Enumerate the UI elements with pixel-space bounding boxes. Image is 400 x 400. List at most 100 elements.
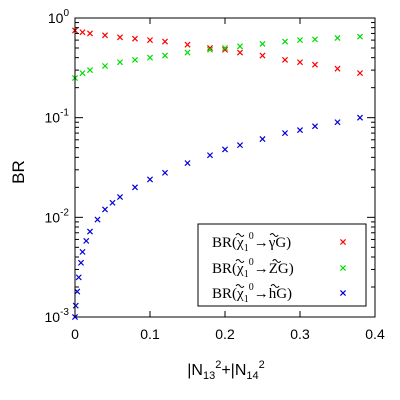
legend-label-part: G — [275, 235, 286, 251]
data-point — [131, 35, 139, 42]
data-point — [161, 38, 169, 45]
data-point — [79, 29, 86, 36]
legend-label-part: 1 — [244, 243, 249, 254]
y-axis-label: BR — [9, 160, 28, 184]
series-0 — [71, 27, 364, 77]
data-point — [221, 46, 229, 53]
legend: BR(χ10→γG)BR(χ10→ZG)BR(χ10→hG) — [197, 223, 367, 307]
x-tick-label: 0.2 — [215, 326, 235, 342]
y-tick-exp: -2 — [60, 207, 69, 218]
series-1 — [71, 33, 364, 82]
data-point — [109, 199, 116, 206]
legend-label: BR(χ10→hG) — [212, 282, 292, 305]
x-axis-label-sub: 13 — [203, 370, 215, 382]
legend-label-part: χ — [236, 235, 244, 251]
x-axis-label-part: +|N — [221, 362, 246, 379]
data-point — [259, 136, 266, 143]
legend-label-part: G — [276, 286, 287, 302]
legend-label-part: BR( — [212, 261, 237, 277]
data-point — [79, 70, 86, 77]
data-point — [116, 193, 124, 201]
data-point — [356, 33, 364, 40]
data-point — [75, 274, 82, 281]
data-point — [146, 37, 154, 44]
data-point — [334, 65, 341, 72]
data-point — [101, 206, 109, 213]
legend-label-part: Z — [269, 261, 278, 277]
data-point — [311, 123, 319, 130]
data-point — [74, 288, 81, 295]
data-point — [86, 30, 94, 37]
data-point — [281, 130, 289, 137]
series-2 — [71, 114, 364, 321]
y-tick-base: 10 — [45, 209, 61, 225]
legend-label-part: 1 — [244, 269, 249, 280]
data-point — [221, 44, 229, 52]
y-tick-label: 100 — [48, 8, 70, 26]
data-point — [146, 176, 154, 183]
data-point — [184, 41, 191, 48]
x-axis-label: |N132+|N142 — [187, 359, 265, 382]
data-point — [161, 169, 169, 176]
legend-label-part: 0 — [249, 257, 254, 268]
tilde-mark — [235, 259, 245, 263]
legend-marker — [339, 264, 347, 272]
legend-label-part: h — [269, 286, 277, 302]
legend-label-part: ) — [289, 261, 294, 277]
legend-label-part: 0 — [249, 282, 254, 293]
y-tick-label: 10-1 — [45, 108, 70, 126]
legend-label-part: BR( — [212, 286, 237, 302]
y-tick-exp: -1 — [60, 108, 69, 119]
y-tick-exp: 0 — [63, 8, 69, 19]
tilde-mark — [235, 233, 245, 237]
data-point — [221, 146, 229, 153]
x-tick-label: 0.4 — [365, 326, 385, 342]
data-point — [296, 59, 304, 66]
data-point — [83, 237, 90, 244]
legend-label: BR(χ10→γG) — [212, 231, 291, 254]
legend-label-part: BR( — [212, 235, 237, 251]
data-point — [146, 54, 154, 61]
data-point — [72, 302, 79, 309]
legend-label-part: ) — [286, 235, 291, 251]
data-point — [259, 40, 266, 47]
legend-label-part: χ — [236, 261, 244, 277]
legend-label-part: → — [254, 286, 269, 302]
data-point — [116, 59, 124, 66]
x-tick-label: 0 — [71, 326, 79, 342]
data-point — [86, 228, 94, 235]
data-marks — [71, 27, 364, 321]
y-tick-base: 10 — [45, 309, 61, 325]
tilde-mark — [272, 259, 282, 263]
legend-label-part: γ — [268, 235, 276, 251]
legend-label-part: → — [254, 235, 269, 251]
data-point — [356, 70, 364, 77]
data-point — [236, 142, 244, 149]
data-point — [296, 37, 304, 44]
data-point — [236, 43, 244, 50]
y-tick-base: 10 — [48, 10, 64, 26]
data-point — [334, 119, 341, 126]
data-point — [334, 34, 341, 42]
x-axis-label-sup: 2 — [215, 359, 221, 371]
data-point — [311, 36, 319, 43]
tilde-mark — [235, 284, 245, 288]
legend-label-part: 0 — [249, 231, 254, 242]
legend-box — [197, 223, 367, 307]
data-point — [236, 49, 244, 56]
x-axis-label-sup: 2 — [259, 359, 265, 371]
data-point — [94, 216, 101, 223]
data-point — [79, 248, 86, 255]
data-point — [86, 67, 94, 74]
data-point — [206, 46, 214, 53]
data-point — [101, 32, 109, 39]
y-tick-base: 10 — [45, 110, 61, 126]
x-tick-label: 0.3 — [290, 326, 310, 342]
legend-label-part: 1 — [244, 294, 249, 305]
data-point — [281, 38, 289, 45]
x-axis-label-part: |N — [187, 362, 203, 379]
tilde-mark — [270, 284, 280, 288]
legend-marker — [339, 289, 347, 297]
